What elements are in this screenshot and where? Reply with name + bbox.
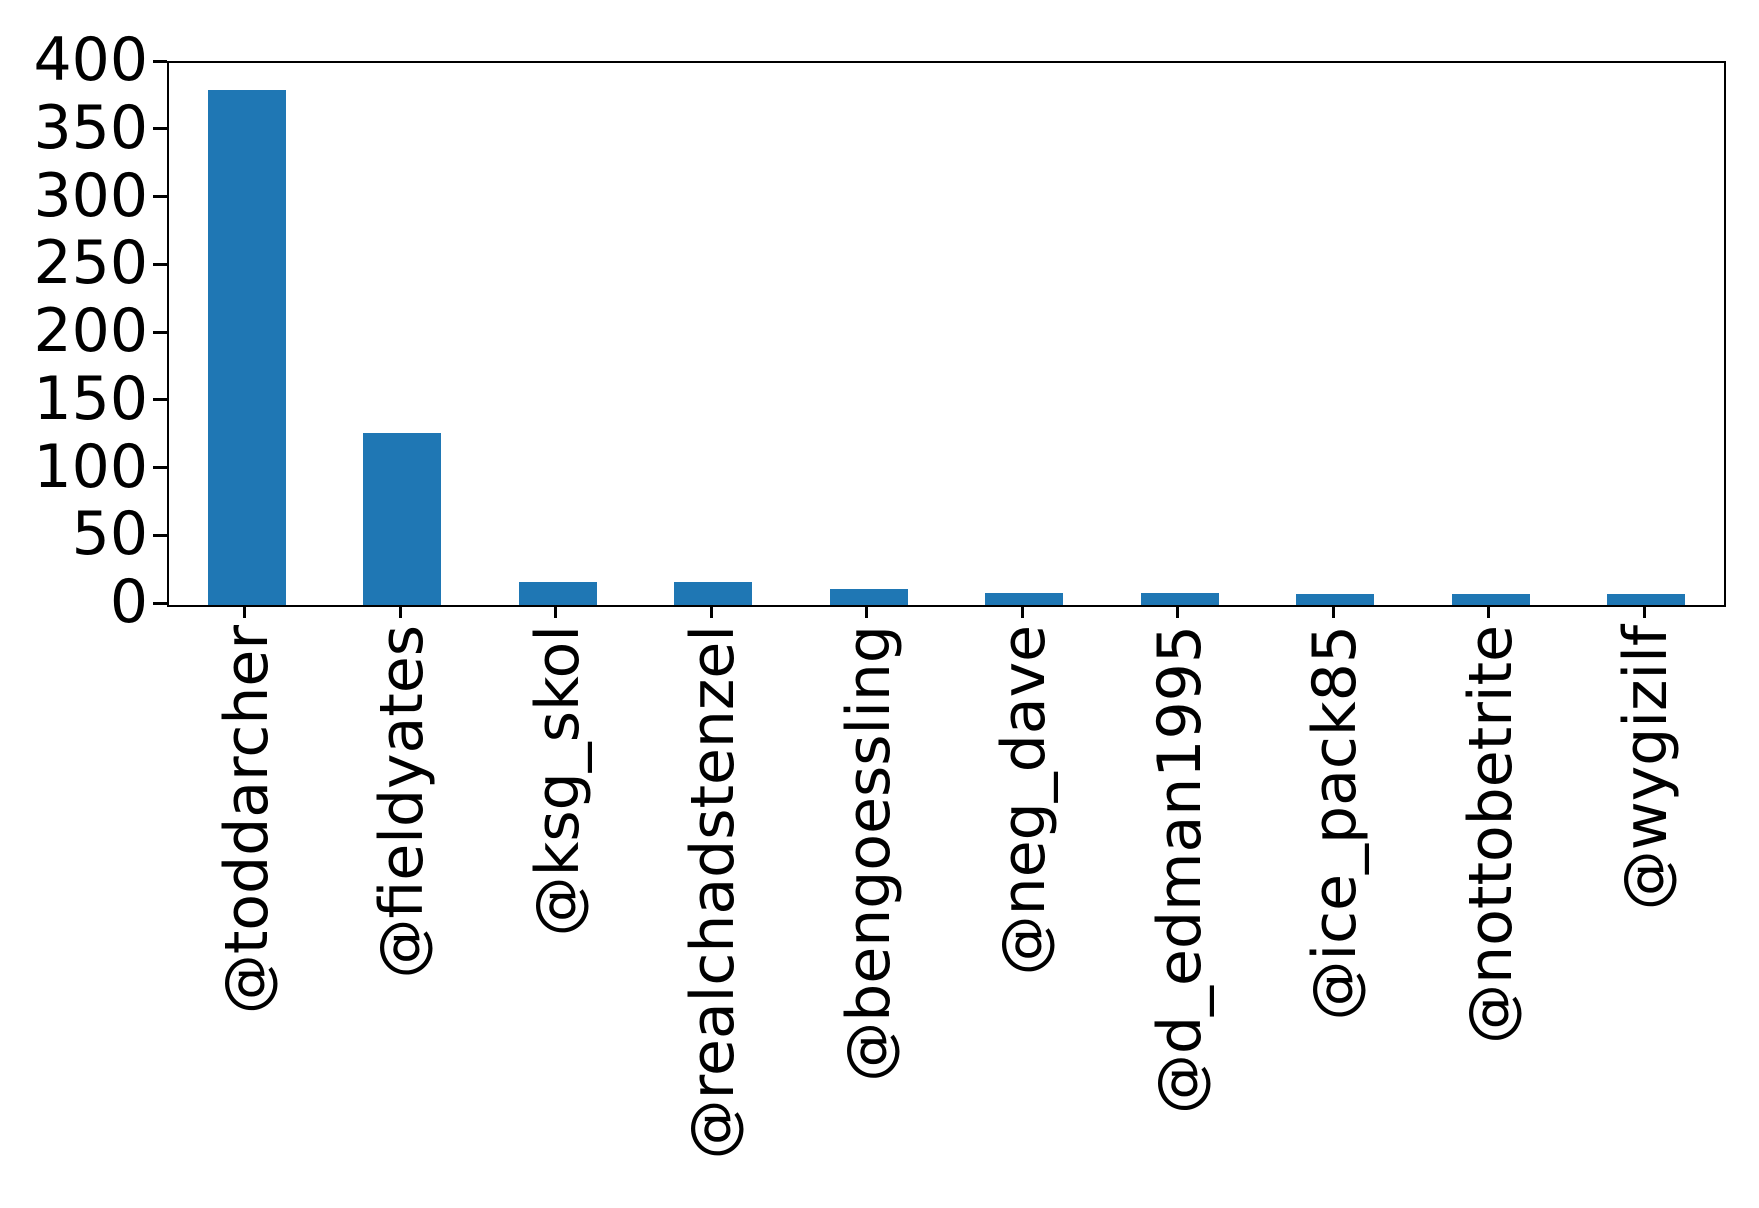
bar-neg_dave: [985, 592, 1064, 605]
bar-toddarcher: [207, 90, 286, 605]
x-tick-label-text: @toddarcher: [211, 625, 282, 1015]
x-tick-mark: [1487, 605, 1491, 618]
y-tick-mark: [153, 330, 167, 334]
x-tick-mark: [243, 605, 247, 618]
y-tick-label: 350: [33, 92, 148, 163]
x-tick-label-text: @wygizilf: [1611, 625, 1682, 911]
bar-fieldyates: [363, 432, 442, 605]
bar-d_edman1995: [1140, 592, 1219, 605]
plot-area: [167, 61, 1726, 607]
y-tick-mark: [153, 262, 167, 266]
x-tick-mark: [1020, 605, 1024, 618]
bar-nottobetrite: [1451, 594, 1530, 605]
x-tick-label-text: @realchadstenzel: [678, 625, 749, 1160]
bar-realchadstenzel: [674, 581, 753, 605]
y-tick-mark: [153, 398, 167, 402]
y-tick-label: 250: [33, 228, 148, 299]
y-tick-mark: [153, 195, 167, 198]
x-tick-mark: [398, 605, 402, 618]
x-tick-mark: [865, 605, 869, 618]
bar-wygizilf: [1607, 594, 1686, 605]
bar-ksg_skol: [518, 581, 597, 605]
x-tick-label-text: @nottobetrite: [1455, 625, 1526, 1044]
y-tick-mark: [153, 601, 167, 605]
x-tick-label-text: @neg_dave: [989, 625, 1060, 976]
x-tick-label-text: @bengoessling: [833, 625, 904, 1082]
x-tick-mark: [709, 605, 713, 618]
y-tick-label: 100: [33, 431, 148, 502]
x-tick-label-text: @ksg_skol: [522, 625, 593, 937]
y-tick-mark: [153, 466, 167, 469]
x-tick-mark: [1642, 605, 1646, 618]
y-tick-label: 50: [71, 499, 148, 570]
y-tick-mark: [153, 533, 167, 537]
x-tick-mark: [1176, 605, 1180, 618]
x-tick-mark: [1331, 605, 1335, 618]
y-tick-mark: [153, 59, 167, 63]
y-tick-label: 300: [33, 160, 148, 231]
x-tick-label-text: @fieldyates: [367, 625, 438, 979]
y-tick-label: 200: [33, 296, 148, 366]
x-tick-mark: [554, 605, 558, 618]
y-tick-label: 400: [33, 25, 148, 95]
y-tick-mark: [153, 127, 167, 131]
x-tick-label-text: @ice_pack85: [1300, 625, 1371, 1021]
y-tick-label: 150: [33, 363, 148, 434]
x-tick-label-text: @d_edman1995: [1144, 625, 1215, 1115]
bar-bengoessling: [829, 588, 908, 605]
y-tick-label: 0: [109, 567, 148, 637]
bar-ice_pack85: [1296, 594, 1375, 605]
